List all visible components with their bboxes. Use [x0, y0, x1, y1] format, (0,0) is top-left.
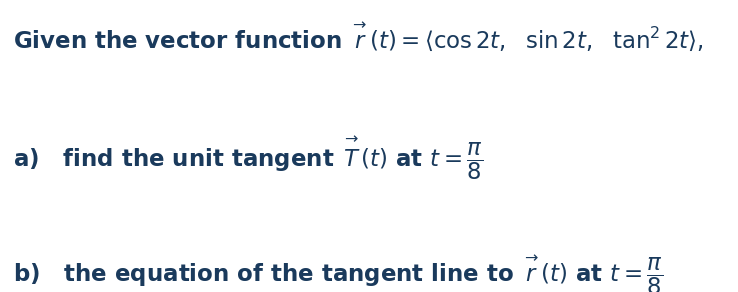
Text: a)   find the unit tangent $\overset{\rightarrow}{T}(t)$ at $t = \dfrac{\pi}{8}$: a) find the unit tangent $\overset{\righ… [13, 134, 483, 182]
Text: b)   the equation of the tangent line to $\overset{\rightarrow}{r}(t)$ at $t = \: b) the equation of the tangent line to $… [13, 254, 663, 292]
Text: Given the vector function $\overset{\rightarrow}{r}(t) = \langle \cos 2t,\ \ \si: Given the vector function $\overset{\rig… [13, 20, 704, 53]
